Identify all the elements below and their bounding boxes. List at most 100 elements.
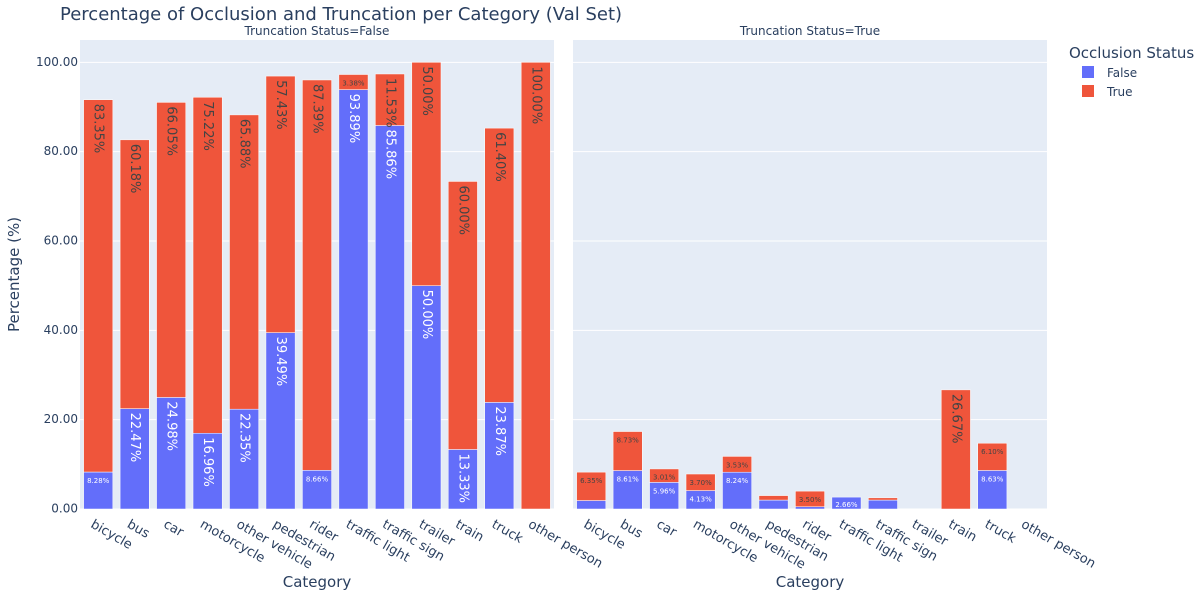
data-label: 57.43% [273,80,288,130]
legend-item-false[interactable]: False [1082,66,1137,80]
y-tick-label: 80.00 [44,144,78,158]
data-label: 93.89% [346,94,361,144]
bar-true-bus [612,431,643,471]
bar-true-trailer [411,62,442,286]
bar-true-other-vehicle [722,456,752,473]
bar-false-pedestrian [265,332,296,510]
data-label: 11.53% [382,78,397,128]
x-tick-label: truck [982,517,1019,547]
bar-true-traffic-light [338,74,369,90]
bar-true-bus [119,139,150,409]
bar-true-traffic-sign [375,73,405,126]
data-label: 5.96% [653,487,676,495]
data-label: 8.61% [617,476,640,484]
data-label: 61.40% [492,132,507,182]
x-tick-label: train [945,517,979,545]
bar-false-traffic-sign [868,499,898,510]
bar-false-bus [119,408,150,510]
data-label: 16.96% [200,437,215,487]
data-label: 13.33% [455,453,470,503]
bar-true-pedestrian [265,75,296,333]
bar-true-car [156,102,186,398]
y-tick-label: 100.00 [36,55,78,69]
legend-label-false: False [1107,66,1137,80]
data-label: 26.67% [948,394,963,444]
data-label: 60.00% [455,185,470,235]
bar-false-car [649,482,679,510]
bar-false-pedestrian [758,499,789,510]
data-label: 22.35% [237,413,252,463]
data-label: 23.87% [492,406,507,456]
legend-swatch-true [1082,85,1094,97]
legend-swatch-false [1082,66,1094,78]
bar-false-traffic-light [831,496,862,510]
data-label: 8.73% [617,437,640,445]
x-axis-label-right: Category [776,573,845,591]
data-label: 6.35% [580,477,603,485]
data-label: 3.01% [653,474,676,482]
y-tick-label: 0.00 [51,502,78,516]
y-tick-label: 60.00 [44,234,78,248]
data-label: 100.00% [528,66,543,124]
bar-false-rider [795,506,825,510]
bar-true-bicycle [576,471,607,501]
bar-false-trailer [411,285,442,510]
legend-label-true: True [1106,85,1133,99]
data-label: 8.28% [87,477,110,485]
bar-false-bicycle [83,471,114,510]
bar-false-bicycle [576,500,607,510]
bar-true-train [941,389,971,510]
panel-right-title: Truncation Status=True [739,24,880,38]
data-label: 50.00% [419,290,434,340]
x-axis-label-left: Category [283,573,352,591]
data-label: 2.66% [835,501,858,509]
data-label: 8.66% [306,475,329,483]
legend-item-true[interactable]: True [1082,85,1133,99]
data-label: 39.49% [273,337,288,387]
data-label: 65.88% [237,119,252,169]
legend-title: Occlusion Status [1069,44,1194,62]
data-label: 4.13% [689,496,712,504]
bar-false-rider [302,470,332,510]
bar-true-train [448,181,478,450]
x-tick-label: truck [489,517,526,547]
data-label: 3.38% [342,80,365,88]
bar-true-rider [795,490,825,508]
data-label: 50.00% [419,66,434,116]
bar-true-pedestrian [758,495,789,501]
legend: Occlusion Status False True [1069,44,1194,99]
data-label: 8.24% [726,477,749,485]
bar-false-bus [612,470,643,510]
data-label: 8.63% [981,475,1004,483]
chart-title: Percentage of Occlusion and Truncation p… [60,4,622,25]
bar-false-train [448,449,478,510]
y-axis-ticks: 0.00 20.00 40.00 60.00 80.00 100.00 [36,55,78,516]
data-labels: 8.28% 83.35% 22.47% 60.18% 24.98% 66.05% 16.96… [87,66,1004,509]
panel-left-title: Truncation Status=False [244,24,390,38]
bar-false-traffic-light [338,89,369,510]
x-tick-label: train [452,517,486,545]
data-label: 3.50% [799,496,822,504]
bar-false-truck [484,402,515,510]
data-label: 60.18% [127,144,142,194]
y-tick-label: 20.00 [44,412,78,426]
bar-true-motorcycle [192,97,223,434]
data-label: 75.22% [200,101,215,151]
bar-true-other-vehicle [229,114,259,410]
data-label: 87.39% [310,84,325,134]
bar-true-other-person [520,62,551,510]
bar-false-car [156,397,186,510]
data-label: 6.10% [981,448,1004,456]
data-label: 85.86% [382,129,397,179]
x-tick-label: car [654,517,680,541]
bar-true-traffic-sign [868,497,898,501]
data-label: 83.35% [91,104,106,154]
data-label: 3.70% [689,479,712,487]
bar-false-other-vehicle [722,471,752,510]
bar-true-rider [302,79,332,471]
data-label: 66.05% [164,106,179,156]
bars [83,62,1008,510]
x-tick-label: car [161,517,187,541]
